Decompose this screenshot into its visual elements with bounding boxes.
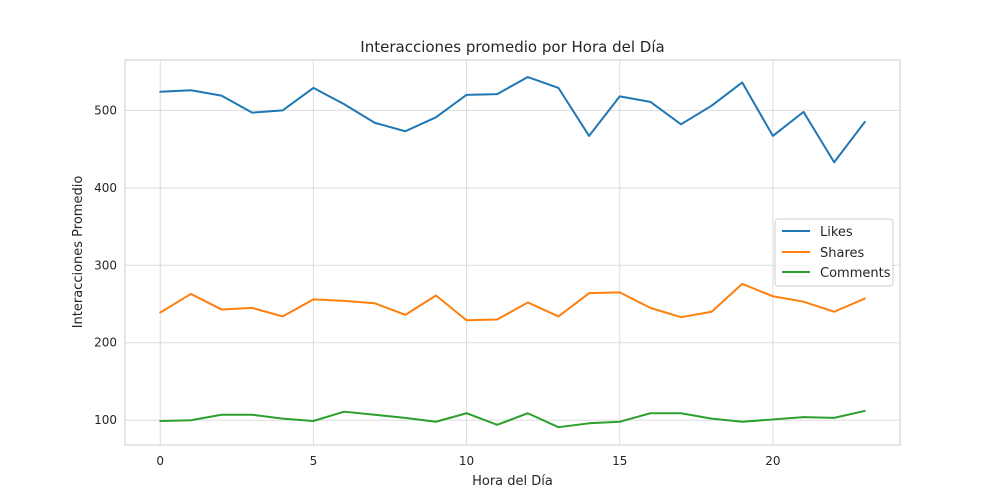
y-tick-label: 100 [94,413,117,427]
y-tick-label: 300 [94,258,117,272]
x-axis-label: Hora del Día [472,474,553,489]
plot-area [125,60,900,445]
x-tick-label: 0 [156,454,164,468]
legend-label-likes: Likes [820,225,853,240]
plot-frame [124,59,901,446]
y-tick-label: 400 [94,181,117,195]
series-line-comments [159,409,866,429]
legend-box [774,218,894,287]
series-line-shares [159,282,866,322]
x-tick-label: 15 [612,454,627,468]
x-tick-label: 20 [765,454,780,468]
grid [125,60,900,445]
x-tick-labels: 0 5 10 15 20 [156,454,780,468]
x-tick-label: 10 [459,454,474,468]
series-lines [159,76,866,429]
y-tick-label: 500 [94,103,117,117]
legend-label-comments: Comments [820,266,891,281]
series-line-likes [159,76,866,164]
chart-title: Interacciones promedio por Hora del Día [360,38,664,56]
x-tick-label: 5 [310,454,318,468]
y-axis-label: Interacciones Promedio [71,176,86,329]
y-tick-labels: 100 200 300 400 500 [94,103,117,427]
legend: Likes Shares Comments [774,218,894,287]
legend-label-shares: Shares [820,246,865,261]
y-tick-label: 200 [94,336,117,350]
